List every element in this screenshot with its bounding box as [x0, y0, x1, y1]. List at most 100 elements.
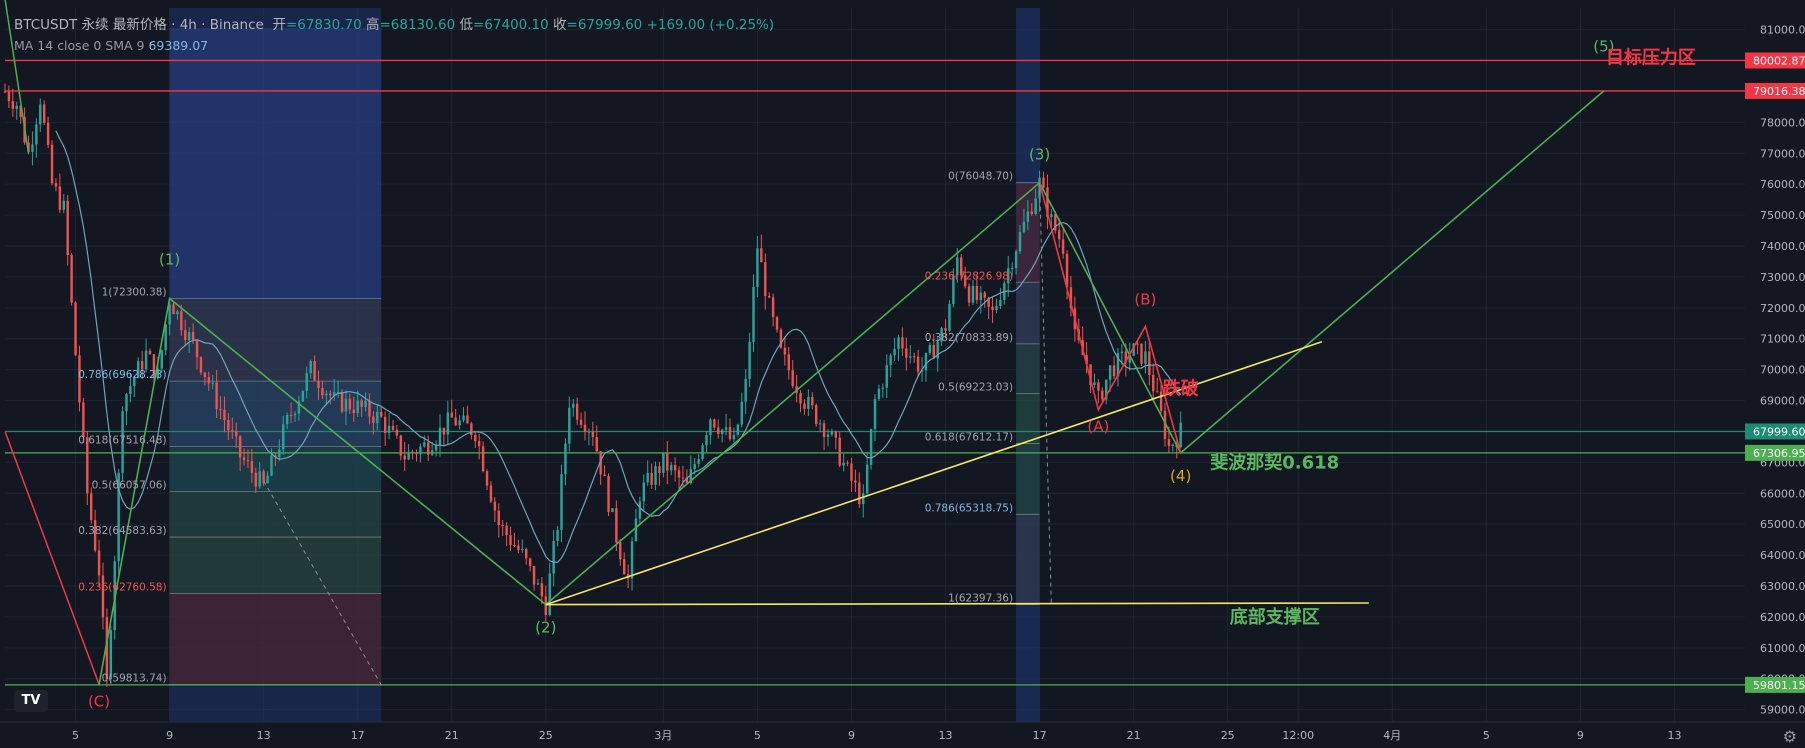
candle-body: [873, 398, 877, 430]
candle-body: [3, 91, 7, 93]
candle-body: [1108, 365, 1112, 380]
candle-body: [948, 303, 951, 331]
candle-body: [1159, 391, 1163, 411]
candle-body: [693, 464, 696, 470]
candle-body: [556, 530, 559, 541]
y-tick-label: 69000.00: [1760, 395, 1805, 408]
candle-body: [615, 508, 618, 543]
candle-body: [681, 477, 685, 479]
tradingview-logo-icon[interactable]: TV: [14, 690, 48, 712]
candle-body: [595, 437, 598, 452]
candle-body: [658, 466, 661, 473]
candle-body: [493, 501, 497, 511]
candle-body: [568, 407, 571, 444]
candle-body: [325, 393, 328, 396]
candle-body: [771, 297, 775, 318]
candle-body: [1007, 268, 1010, 284]
candle-body: [340, 391, 344, 412]
x-tick-label: 13: [257, 729, 271, 742]
candle-body: [215, 382, 218, 409]
candle-body: [634, 518, 638, 542]
candle-body: [140, 361, 144, 370]
candle-body: [960, 257, 963, 276]
candle-body: [818, 423, 822, 425]
candle-body: [152, 354, 156, 378]
fib-level-text: 0.382(64583.63): [78, 525, 166, 537]
candle-body: [1116, 353, 1120, 377]
candle-body: [39, 104, 42, 125]
candle-body: [70, 255, 73, 303]
candle-body: [184, 330, 187, 341]
candle-body: [125, 394, 128, 412]
fib-level-text: 0.618(67612.17): [925, 431, 1013, 443]
candle-body: [474, 434, 477, 442]
candle-body: [356, 400, 359, 414]
candle-body: [434, 444, 438, 451]
high-label: 高: [365, 17, 380, 33]
candle-body: [258, 471, 261, 487]
candle-body: [403, 455, 406, 460]
candle-body: [1085, 355, 1088, 365]
candle-body: [274, 455, 277, 458]
candle-body: [462, 415, 465, 421]
candle-body: [137, 361, 140, 379]
price-badge: [1745, 676, 1805, 693]
close-label: 收: [553, 17, 567, 33]
x-tick-label: 5: [1483, 729, 1490, 742]
candle-body: [395, 429, 399, 436]
candle-body: [266, 475, 269, 484]
ma-indicator-legend[interactable]: MA 14 close 0 SMA 9 69389.07: [14, 38, 208, 53]
fib-band-left: [169, 491, 382, 538]
candle-body: [1018, 232, 1022, 252]
candle-body: [101, 575, 105, 618]
price-badge-text: 59801.15: [1753, 679, 1805, 692]
trendline-support: [545, 341, 1323, 606]
elliott-wave-line: [98, 90, 1605, 685]
fib-boxes: [169, 8, 1040, 722]
annotation-text: 跌破: [1163, 377, 1199, 399]
candle-body: [815, 405, 818, 425]
gear-icon[interactable]: ⚙: [1782, 727, 1797, 746]
candle-body: [760, 248, 763, 263]
y-tick-label: 63000.00: [1760, 580, 1805, 593]
fib-band-right: [1016, 343, 1040, 394]
candle-body: [62, 200, 65, 210]
moving-average: [55, 130, 1182, 564]
candle-body: [1054, 214, 1057, 231]
y-tick-label: 75000.00: [1760, 209, 1805, 222]
candle-body: [254, 472, 258, 487]
candle-body: [1069, 287, 1073, 309]
candle-body: [1093, 382, 1096, 386]
change-value: +169.00 (+0.25%): [646, 17, 775, 33]
candle-body: [1010, 267, 1014, 269]
price-badge: [1745, 52, 1805, 69]
candle-body: [607, 476, 610, 512]
candle-body: [654, 466, 657, 485]
candle-body: [807, 397, 810, 409]
y-tick-label: 64000.00: [1760, 549, 1805, 562]
candle-body: [854, 480, 857, 483]
y-tick-label: 61000.00: [1760, 642, 1805, 655]
candle-body: [979, 292, 983, 301]
candle-body: [58, 186, 62, 210]
candle-body: [587, 431, 591, 433]
price-badge-text: 67306.95: [1753, 447, 1805, 460]
candle-body: [787, 354, 790, 371]
candle-body: [579, 419, 583, 425]
abc-correction-line: [1038, 182, 1182, 454]
candle-body: [148, 350, 152, 355]
fib-band-left: [169, 593, 382, 685]
open-value: =67830.70: [285, 17, 362, 33]
candle-body: [407, 451, 410, 460]
candle-body: [31, 144, 34, 152]
candle-body: [724, 427, 728, 430]
candle-body: [1026, 211, 1030, 222]
candle-body: [846, 462, 849, 464]
x-tick-label: 4月: [1383, 729, 1401, 742]
fib-band-left: [169, 298, 382, 382]
candle-body: [211, 382, 214, 384]
candle-body: [952, 275, 955, 304]
wave-entry-line: [4, 0, 30, 154]
candle-body: [223, 409, 226, 420]
